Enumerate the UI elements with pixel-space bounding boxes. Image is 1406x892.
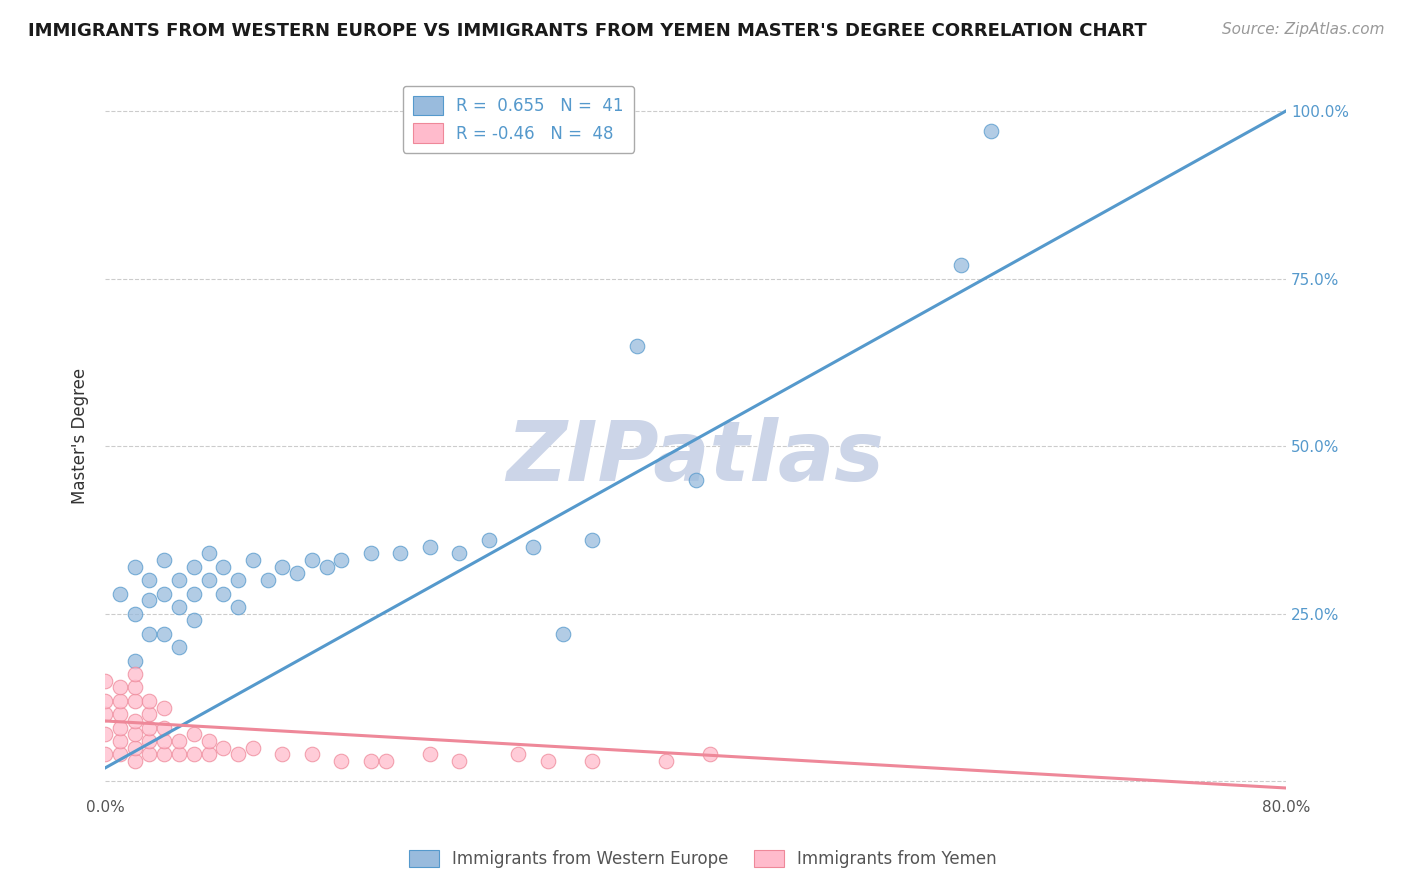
Point — [108, 721, 131, 735]
Point — [626, 338, 648, 352]
Point — [138, 593, 160, 607]
Point — [167, 747, 190, 762]
Point — [108, 734, 131, 748]
Point — [360, 754, 382, 768]
Point — [449, 546, 471, 560]
Point — [153, 627, 176, 641]
Point — [124, 654, 146, 668]
Point — [94, 727, 117, 741]
Point — [655, 754, 678, 768]
Point — [138, 707, 160, 722]
Point — [108, 586, 131, 600]
Point — [138, 573, 160, 587]
Point — [138, 734, 160, 748]
Point — [153, 747, 176, 762]
Point — [138, 721, 160, 735]
Point — [183, 586, 205, 600]
Point — [285, 566, 308, 581]
Y-axis label: Master's Degree: Master's Degree — [72, 368, 89, 504]
Point — [226, 573, 249, 587]
Point — [301, 747, 323, 762]
Point — [508, 747, 530, 762]
Point — [124, 559, 146, 574]
Point — [124, 714, 146, 728]
Legend: Immigrants from Western Europe, Immigrants from Yemen: Immigrants from Western Europe, Immigran… — [402, 843, 1004, 875]
Point — [153, 586, 176, 600]
Point — [124, 667, 146, 681]
Point — [980, 124, 1002, 138]
Point — [124, 694, 146, 708]
Point — [183, 559, 205, 574]
Point — [419, 747, 441, 762]
Point — [124, 681, 146, 695]
Point — [183, 727, 205, 741]
Point — [153, 553, 176, 567]
Point — [242, 740, 264, 755]
Point — [360, 546, 382, 560]
Point — [138, 747, 160, 762]
Point — [537, 754, 560, 768]
Point — [138, 694, 160, 708]
Point — [94, 747, 117, 762]
Point — [167, 573, 190, 587]
Point — [94, 694, 117, 708]
Point — [108, 694, 131, 708]
Point — [301, 553, 323, 567]
Point — [124, 607, 146, 621]
Point — [226, 599, 249, 614]
Point — [685, 473, 707, 487]
Point — [581, 533, 603, 547]
Point — [167, 599, 190, 614]
Point — [212, 586, 235, 600]
Point — [183, 614, 205, 628]
Point — [153, 734, 176, 748]
Point — [478, 533, 501, 547]
Point — [315, 559, 337, 574]
Point — [212, 740, 235, 755]
Point — [108, 681, 131, 695]
Point — [374, 754, 396, 768]
Point — [389, 546, 412, 560]
Point — [124, 740, 146, 755]
Point — [108, 747, 131, 762]
Point — [551, 627, 574, 641]
Point — [256, 573, 278, 587]
Point — [271, 559, 294, 574]
Text: IMMIGRANTS FROM WESTERN EUROPE VS IMMIGRANTS FROM YEMEN MASTER'S DEGREE CORRELAT: IMMIGRANTS FROM WESTERN EUROPE VS IMMIGR… — [28, 22, 1147, 40]
Point — [124, 754, 146, 768]
Point — [271, 747, 294, 762]
Point — [950, 258, 973, 272]
Text: ZIPatlas: ZIPatlas — [506, 417, 884, 498]
Point — [197, 747, 219, 762]
Point — [138, 627, 160, 641]
Point — [330, 553, 353, 567]
Point — [581, 754, 603, 768]
Point — [167, 734, 190, 748]
Point — [183, 747, 205, 762]
Legend: R =  0.655   N =  41, R = -0.46   N =  48: R = 0.655 N = 41, R = -0.46 N = 48 — [404, 86, 634, 153]
Point — [522, 540, 544, 554]
Point — [124, 727, 146, 741]
Point — [699, 747, 721, 762]
Point — [197, 546, 219, 560]
Point — [449, 754, 471, 768]
Point — [226, 747, 249, 762]
Point — [94, 707, 117, 722]
Point — [242, 553, 264, 567]
Point — [108, 707, 131, 722]
Point — [167, 640, 190, 655]
Point — [419, 540, 441, 554]
Text: Source: ZipAtlas.com: Source: ZipAtlas.com — [1222, 22, 1385, 37]
Point — [153, 700, 176, 714]
Point — [197, 573, 219, 587]
Point — [94, 673, 117, 688]
Point — [153, 721, 176, 735]
Point — [197, 734, 219, 748]
Point — [212, 559, 235, 574]
Point — [330, 754, 353, 768]
